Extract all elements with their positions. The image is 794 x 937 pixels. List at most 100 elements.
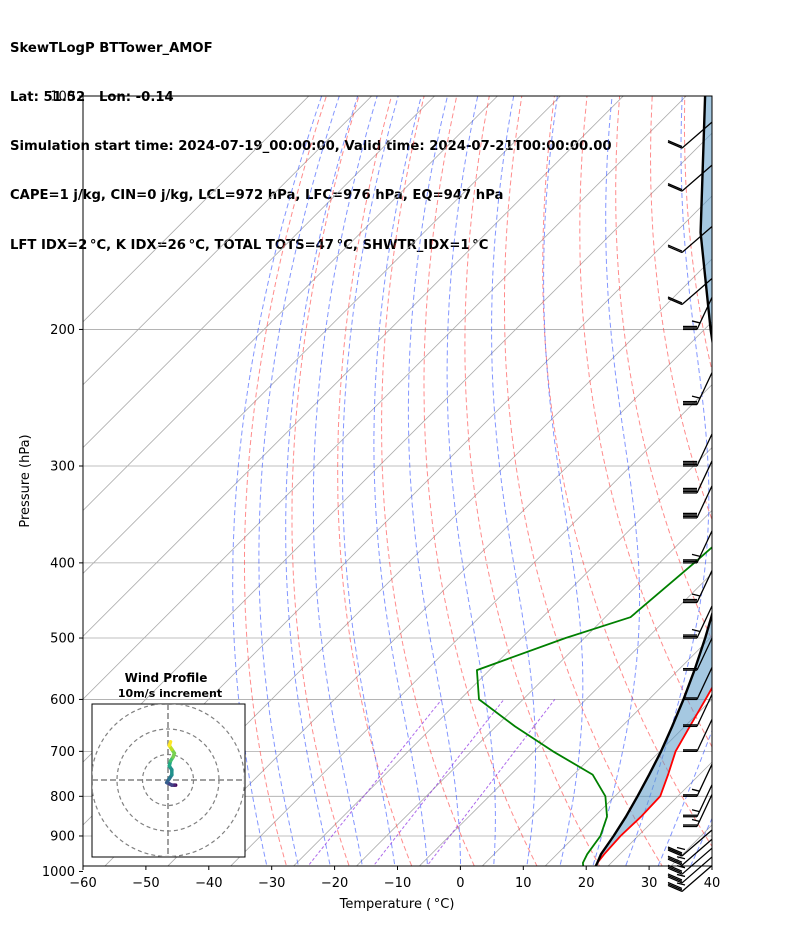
barb-flag bbox=[667, 296, 683, 304]
moist-adiabat-line bbox=[491, 96, 536, 866]
isotherm-line bbox=[167, 321, 712, 866]
barb-shaft bbox=[696, 530, 713, 564]
barb-flag bbox=[667, 866, 683, 874]
x-tick-label: −30 bbox=[258, 876, 285, 891]
dry-adiabat-line bbox=[504, 96, 663, 866]
mixing-ratio-line bbox=[426, 699, 556, 866]
barb-shaft bbox=[696, 605, 713, 639]
barb-flag bbox=[667, 876, 683, 884]
barb-shaft bbox=[696, 433, 713, 467]
barb-shaft bbox=[681, 164, 713, 192]
location-line: Lat: 51.52 Lon: -0.14 bbox=[10, 90, 174, 106]
barb-shaft bbox=[681, 121, 713, 149]
moist-adiabat-line bbox=[712, 96, 794, 888]
wind-barb bbox=[667, 847, 713, 875]
wind-barb bbox=[683, 485, 713, 519]
wind-barb bbox=[683, 637, 713, 671]
wind-barb bbox=[667, 277, 713, 306]
barb-flag bbox=[667, 857, 683, 865]
barb-flag bbox=[667, 873, 683, 881]
wind-barb bbox=[683, 694, 713, 728]
wind-barb bbox=[667, 829, 713, 857]
barb-flag bbox=[667, 884, 683, 893]
wind-barb bbox=[683, 784, 713, 818]
moist-adiabat-line bbox=[232, 96, 323, 866]
hodograph-segment bbox=[167, 740, 173, 748]
barb-flag bbox=[667, 140, 683, 148]
isotherm-line bbox=[83, 96, 310, 323]
isotherm-line bbox=[83, 96, 624, 637]
isotherm-line bbox=[83, 96, 687, 700]
barb-flag bbox=[667, 864, 683, 872]
wind-barb bbox=[667, 121, 713, 149]
moist-adiabat-line bbox=[657, 729, 712, 866]
y-tick-label: 600 bbox=[50, 693, 75, 708]
barb-flag bbox=[667, 184, 683, 192]
moist-adiabat-line bbox=[625, 96, 710, 866]
mixing-ratio-line bbox=[372, 699, 505, 866]
barb-shaft bbox=[681, 226, 713, 254]
barb-shaft bbox=[681, 277, 713, 305]
dry-adiabat-line bbox=[717, 96, 794, 888]
barb-half-flag bbox=[676, 846, 686, 851]
chart-header: SkewTLogP BTTower_AMOF Lat: 51.52 Lon: -… bbox=[10, 8, 612, 270]
dry-adiabat-line bbox=[337, 96, 413, 866]
wind-barb bbox=[683, 433, 713, 467]
dry-adiabat-line bbox=[244, 96, 327, 866]
moist-adiabat-line bbox=[446, 96, 496, 866]
hodograph-ring bbox=[141, 753, 195, 807]
barb-flag bbox=[667, 297, 683, 306]
wind-barb bbox=[683, 297, 713, 331]
barb-shaft bbox=[696, 460, 713, 494]
wind-barbs bbox=[667, 121, 713, 893]
x-tick-label: −40 bbox=[195, 876, 222, 891]
hodograph-subtitle: 10m/s increment bbox=[118, 687, 222, 700]
barb-half-flag bbox=[676, 873, 686, 878]
hodograph-inset: Wind Profile 10m/s increment bbox=[91, 671, 246, 858]
isotherm-line bbox=[544, 698, 712, 866]
barb-flag bbox=[667, 846, 683, 854]
hodograph-plot bbox=[92, 704, 245, 857]
barb-shaft bbox=[696, 297, 713, 330]
x-tick-label: −10 bbox=[384, 876, 411, 891]
x-tick-label: 10 bbox=[515, 876, 532, 891]
x-tick-label: −50 bbox=[132, 876, 159, 891]
barb-flag bbox=[667, 245, 683, 254]
moist-adiabat-line bbox=[592, 96, 641, 866]
barb-half-flag bbox=[691, 818, 701, 823]
y-tick-label: 500 bbox=[50, 632, 75, 647]
barb-shaft bbox=[681, 829, 713, 857]
hodograph-ring bbox=[116, 728, 220, 832]
moist-adiabat-line bbox=[312, 96, 378, 866]
wind-barb bbox=[683, 530, 713, 564]
indices-line: LFT IDX=2 °C, K IDX=26 °C, TOTAL TOTS=47… bbox=[10, 237, 489, 253]
moist-adiabat-line bbox=[258, 96, 340, 866]
time-line: Simulation start time: 2024-07-19_00:00:… bbox=[10, 139, 612, 155]
barb-flag bbox=[667, 881, 683, 890]
y-tick-label: 200 bbox=[50, 323, 75, 338]
barb-flag bbox=[667, 855, 683, 863]
wind-barb bbox=[667, 226, 713, 254]
barb-shaft bbox=[696, 719, 713, 752]
barb-half-flag bbox=[676, 856, 686, 860]
barb-shaft bbox=[696, 372, 713, 405]
barb-flag bbox=[667, 183, 683, 191]
mixing-ratio-line bbox=[307, 699, 443, 866]
y-tick-label: 100 bbox=[50, 90, 75, 105]
barb-shaft bbox=[696, 637, 713, 671]
wind-barb bbox=[683, 605, 713, 639]
barb-flag bbox=[667, 874, 683, 883]
isotherm-line bbox=[83, 132, 712, 763]
barb-flag bbox=[667, 883, 683, 891]
barb-half-flag bbox=[691, 628, 701, 633]
isotherm-line bbox=[230, 384, 712, 866]
wind-barb bbox=[667, 864, 713, 893]
y-axis-label: Pressure (hPa) bbox=[18, 434, 33, 527]
barb-half-flag bbox=[691, 395, 701, 399]
moist-adiabat-line bbox=[373, 96, 429, 866]
isotherm-line bbox=[355, 509, 712, 866]
wind-barb bbox=[683, 570, 713, 604]
dry-adiabat-line bbox=[542, 96, 712, 848]
isotherm-line bbox=[83, 96, 435, 449]
